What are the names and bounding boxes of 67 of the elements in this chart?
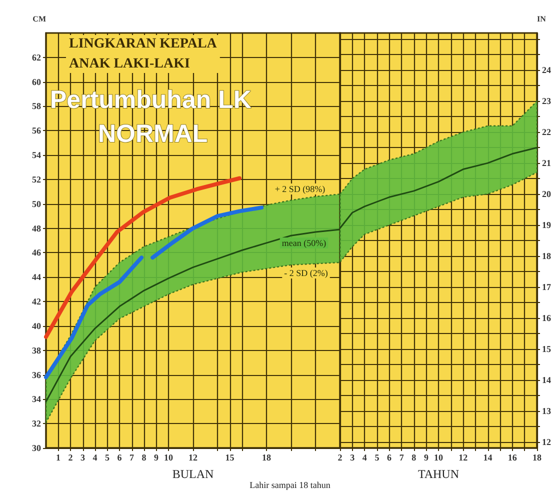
y-tick-label: 12 xyxy=(542,436,552,447)
x-tick-label: 14 xyxy=(483,452,493,462)
y-tick-label: 22 xyxy=(542,127,552,138)
x-tick-label: 2 xyxy=(338,452,343,462)
x-tick-label: 8 xyxy=(412,452,417,462)
x-tick-label: 10 xyxy=(164,452,174,462)
y-tick-label: 14 xyxy=(542,374,552,385)
x-tick-label: 16 xyxy=(508,452,518,462)
x-tick-label: 6 xyxy=(117,452,122,462)
y-tick-label: 18 xyxy=(542,250,552,261)
y-tick-label: 15 xyxy=(542,344,552,354)
annotation: - 2 SD (2%) xyxy=(284,268,328,278)
x-tick-label: 10 xyxy=(434,452,444,462)
x-tick-label: 12 xyxy=(188,452,198,462)
y-tick-label: 38 xyxy=(32,345,42,356)
x-tick-label: 5 xyxy=(105,452,110,462)
y-tick-label: 50 xyxy=(32,198,42,209)
y-tick-label: 34 xyxy=(32,394,42,404)
x-tick-label: 12 xyxy=(458,452,468,462)
y-tick-label: 30 xyxy=(32,443,42,453)
y-tick-label: 40 xyxy=(32,320,42,331)
x-tick-label: 18 xyxy=(532,452,542,462)
x-tick-label: 7 xyxy=(399,452,404,462)
y-tick-label: 24 xyxy=(542,65,552,76)
y-tick-label: 13 xyxy=(542,406,552,416)
x-tick-label: 3 xyxy=(80,452,86,462)
y-axis-title: CM xyxy=(32,14,46,24)
x-tick-label: 8 xyxy=(142,452,147,462)
x-axis-title: BULAN xyxy=(172,467,214,481)
y-tick-label: 21 xyxy=(542,158,552,168)
y-tick-label: 56 xyxy=(32,126,42,136)
y-tick-label: 48 xyxy=(32,223,42,234)
x-tick-label: 4 xyxy=(362,452,368,462)
x-tick-label: 15 xyxy=(225,452,235,462)
y-tick-label: 46 xyxy=(32,248,42,258)
y-tick-label: 17 xyxy=(542,282,552,292)
text: ANAK LAKI-LAKI xyxy=(69,56,190,72)
y-tick-label: 42 xyxy=(32,296,42,307)
y-tick-label: 32 xyxy=(32,418,42,429)
x-tick-label: 18 xyxy=(262,452,272,462)
text: Lahir sampai 18 tahun xyxy=(250,480,331,490)
y-tick-label: 44 xyxy=(32,272,42,282)
y-tick-label: 20 xyxy=(542,189,552,200)
x-tick-label: 5 xyxy=(374,452,380,462)
y-tick-label: 58 xyxy=(32,101,42,112)
x-tick-label: 1 xyxy=(56,452,61,462)
x-tick-label: 9 xyxy=(424,452,429,462)
x-tick-label: 3 xyxy=(350,452,356,462)
x-tick-label: 7 xyxy=(130,452,134,462)
annotation: mean (50%) xyxy=(282,238,326,248)
x-tick-label: 9 xyxy=(154,452,159,462)
annotation: + 2 SD (98%) xyxy=(274,184,326,194)
x-tick-label: 2 xyxy=(68,452,74,462)
x-tick-label: 6 xyxy=(387,452,392,462)
y-tick-label: 52 xyxy=(32,174,42,184)
y-tick-label: 19 xyxy=(542,220,552,230)
y-tick-label: 16 xyxy=(542,312,552,323)
x-axis-title: TAHUN xyxy=(418,467,460,481)
y-axis-title: IN xyxy=(537,14,546,24)
y-tick-label: 60 xyxy=(32,76,42,87)
x-tick-label: 4 xyxy=(92,452,98,462)
y-tick-label: 54 xyxy=(32,150,42,160)
y-tick-label: 23 xyxy=(542,96,552,106)
line-series xyxy=(44,176,242,339)
chart-title: LINGKARAN KEPALA xyxy=(69,36,218,52)
y-tick-label: 62 xyxy=(32,52,42,62)
y-tick-label: 36 xyxy=(32,370,42,380)
